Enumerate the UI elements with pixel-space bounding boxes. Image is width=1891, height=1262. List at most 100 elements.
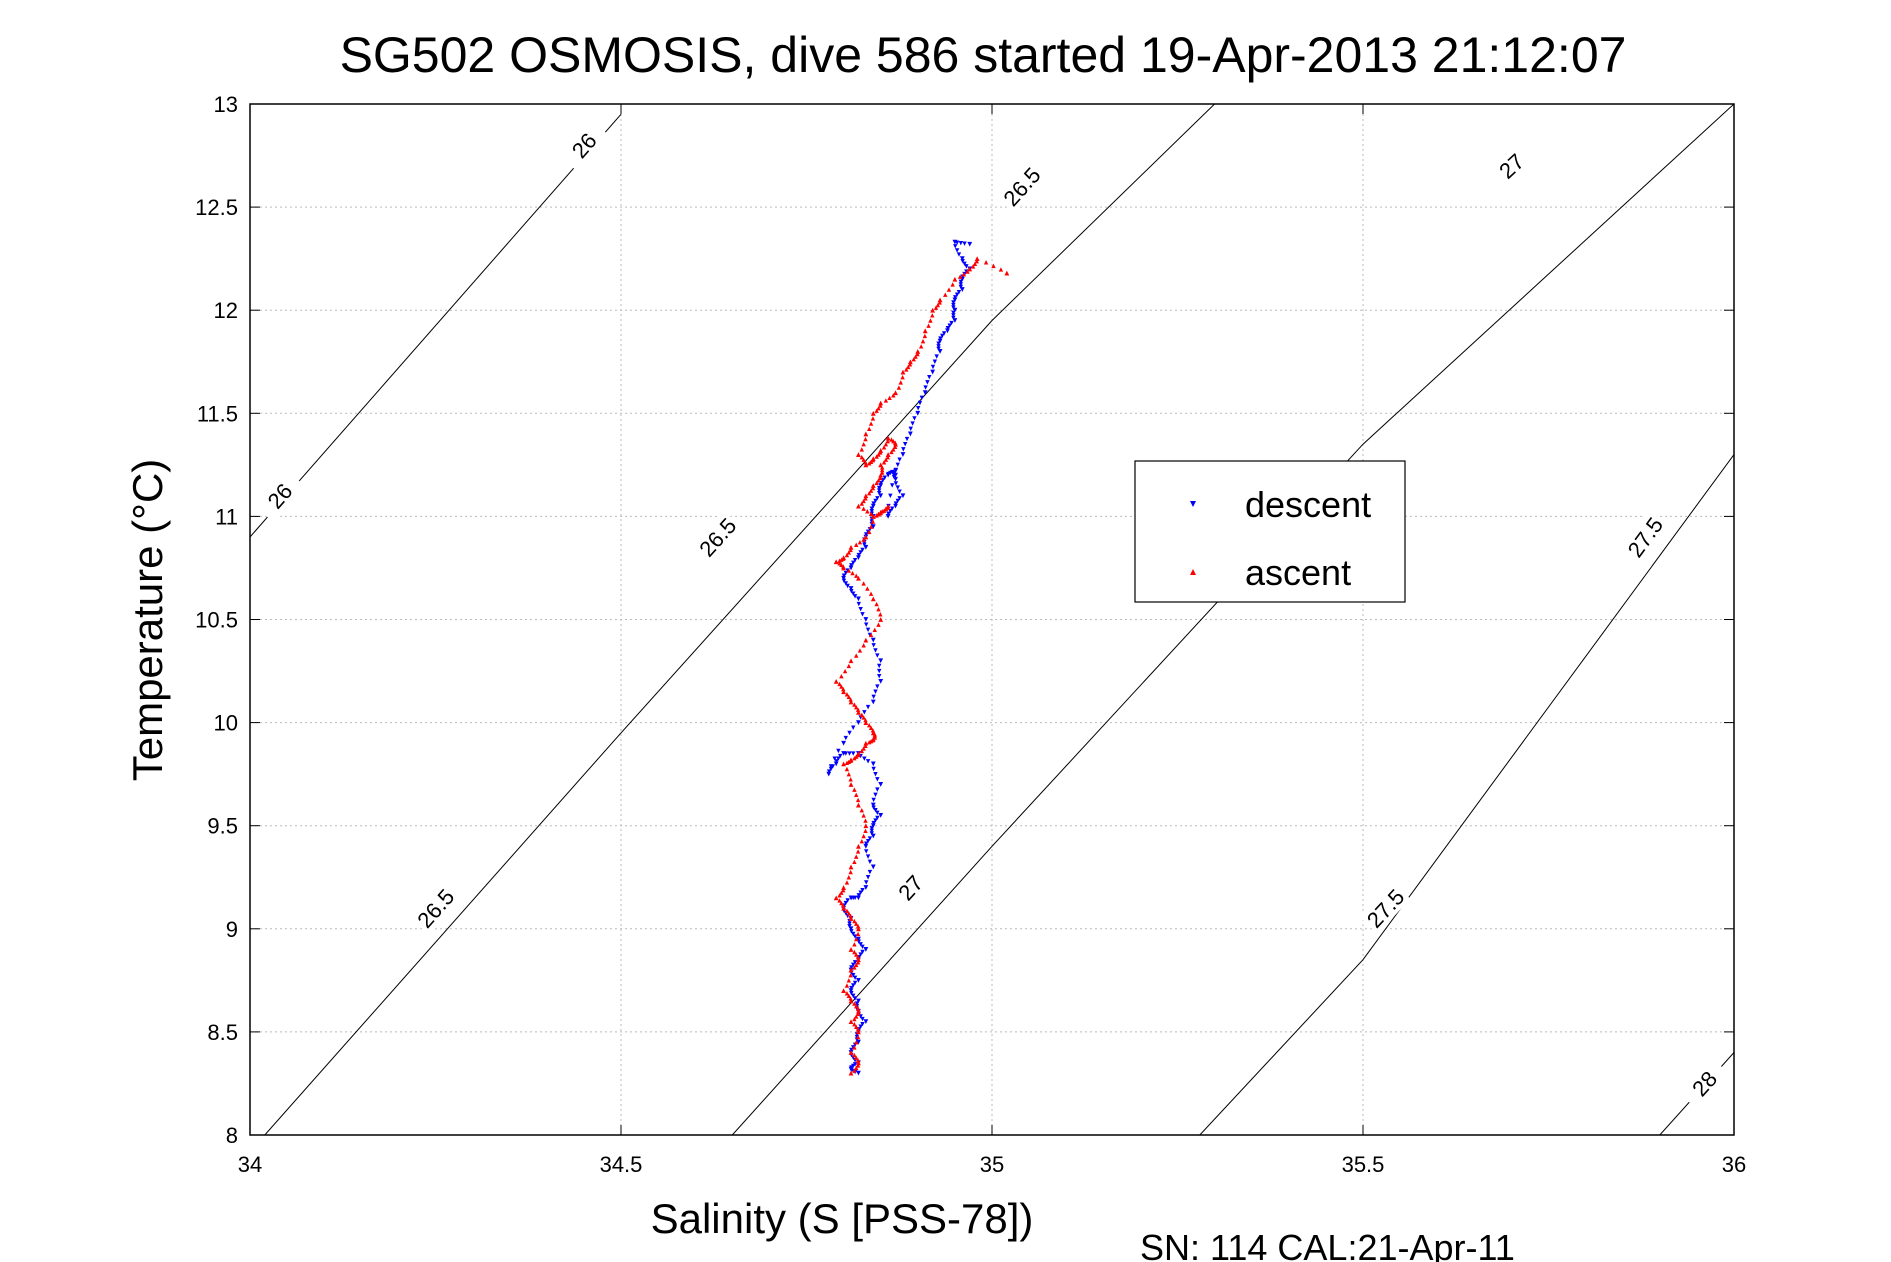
ascent-point — [844, 552, 850, 558]
descent-point — [873, 818, 878, 823]
ascent-point — [863, 436, 868, 442]
ascent-point — [848, 1050, 854, 1055]
ascent-point — [861, 833, 866, 839]
descent-point — [907, 431, 913, 437]
descent-point — [870, 802, 876, 808]
y-axis-label: Temperature (°C) — [124, 459, 171, 782]
ascent-point — [861, 457, 866, 462]
descent-point — [832, 756, 837, 761]
ascent-point — [868, 511, 874, 517]
x-tick-label: 34 — [238, 1152, 262, 1177]
ascent-point — [922, 328, 928, 334]
ascent-point — [885, 435, 891, 441]
ascent-point — [848, 913, 853, 919]
descent-point — [869, 509, 874, 514]
ascent-point — [913, 354, 918, 359]
ascent-point — [833, 678, 839, 684]
descent-point — [878, 782, 884, 787]
ascent-point — [848, 916, 854, 921]
descent-point — [865, 627, 871, 633]
contour-label-bg — [253, 468, 305, 522]
descent-point — [923, 385, 928, 390]
contour-line-27.5 — [1199, 454, 1734, 1135]
legend-ascent-label: ascent — [1245, 552, 1351, 593]
ascent-point — [865, 509, 870, 514]
contour-label-bg — [409, 880, 461, 935]
descent-point — [841, 578, 847, 584]
descent-point — [858, 606, 863, 612]
descent-point — [934, 354, 939, 359]
descent-point — [953, 244, 958, 249]
legend-box — [1134, 460, 1406, 603]
descent-point — [856, 936, 861, 942]
descent-point — [849, 991, 854, 996]
ascent-point — [874, 454, 879, 459]
descent-point — [845, 898, 850, 903]
contour-line-26.5 — [264, 104, 1215, 1135]
descent-point — [925, 380, 930, 385]
descent-point — [848, 586, 854, 591]
descent-point — [904, 436, 910, 442]
descent-point — [847, 730, 852, 736]
ascent-point — [859, 447, 864, 452]
descent-point — [856, 1070, 861, 1076]
descent-point — [843, 570, 849, 576]
descent-point — [856, 720, 861, 725]
descent-point — [941, 331, 947, 336]
ascent-point — [852, 702, 857, 707]
ascent-point — [965, 269, 970, 274]
descent-point — [875, 810, 880, 816]
descent-point — [893, 476, 898, 482]
descent-point — [886, 511, 891, 517]
contour-line-26 — [250, 113, 622, 538]
descent-point — [895, 485, 900, 490]
ascent-point — [844, 880, 850, 885]
ascent-point — [839, 674, 844, 679]
ascent-point — [848, 1019, 854, 1024]
descent-point — [860, 1016, 865, 1022]
ascent-point — [856, 1008, 861, 1014]
ascent-point — [885, 454, 890, 460]
descent-point — [852, 980, 858, 986]
ascent-point — [863, 717, 868, 723]
descent-point — [865, 759, 871, 764]
ascent-point — [868, 725, 874, 730]
descent-point — [875, 777, 880, 782]
ascent-point — [961, 271, 967, 277]
y-tick-label: 8.5 — [207, 1020, 238, 1045]
ascent-point — [861, 506, 866, 511]
descent-point — [864, 849, 869, 854]
ascent-point — [870, 483, 876, 488]
contour-label-bg — [557, 117, 609, 172]
ascent-point — [856, 709, 861, 715]
descent-point — [851, 751, 856, 756]
descent-point — [863, 843, 869, 849]
descent-point — [877, 674, 882, 679]
descent-point — [843, 581, 849, 586]
descent-point — [873, 792, 878, 797]
ascent-point — [878, 612, 883, 617]
ascent-point — [870, 519, 876, 524]
descent-point — [958, 284, 964, 290]
ascent-point — [926, 323, 931, 328]
descent-point — [927, 375, 932, 380]
ascent-point — [848, 777, 853, 782]
ascent-point — [848, 782, 854, 787]
contour-label-bg — [883, 860, 936, 914]
descent-point — [860, 887, 865, 893]
ascent-point — [863, 743, 868, 748]
ascent-point — [846, 911, 852, 916]
descent-point — [915, 410, 921, 416]
ascent-point — [863, 720, 869, 725]
descent-point — [875, 684, 880, 689]
ascent-point — [855, 1034, 861, 1040]
descent-point — [845, 583, 850, 589]
descent-point — [870, 637, 876, 643]
descent-point — [875, 653, 880, 658]
ascent-point — [848, 757, 854, 763]
descent-point — [958, 282, 964, 287]
ascent-point — [983, 260, 989, 265]
descent-point — [871, 797, 876, 803]
ascent-point — [852, 942, 857, 947]
y-tick-label: 10.5 — [195, 608, 238, 633]
